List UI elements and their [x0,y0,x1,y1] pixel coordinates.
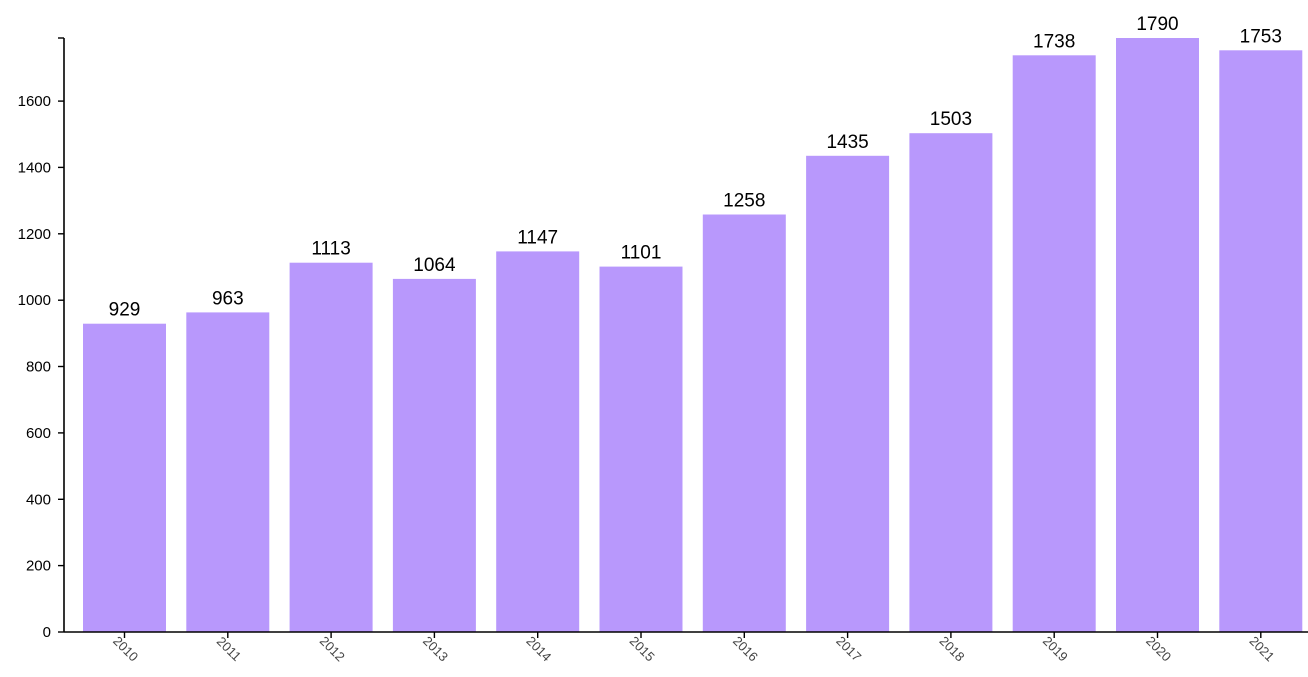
y-tick-label-1600: 1600 [18,93,51,110]
data-label-2016: 1258 [723,191,765,212]
data-label-2018: 1503 [930,109,972,130]
x-tick-label-2013: 2013 [420,633,451,664]
y-tick-label-800: 800 [26,359,51,376]
bar-2011 [186,312,270,632]
data-label-2020: 1790 [1136,14,1178,35]
bar-2017 [806,155,890,633]
bar-2019 [1012,55,1096,633]
data-label-2017: 1435 [826,132,868,153]
y-tick-label-400: 400 [26,491,51,508]
y-tick-label-1200: 1200 [18,226,51,243]
bar-2016 [702,214,786,632]
x-tick-label-2021: 2021 [1246,633,1277,664]
x-tick-label-2018: 2018 [937,633,968,664]
data-label-2021: 1753 [1240,26,1282,47]
data-label-2011: 963 [212,288,244,309]
y-tick-label-200: 200 [26,558,51,575]
bar-2012 [289,262,373,632]
x-tick-label-2019: 2019 [1040,633,1071,664]
x-tick-label-2016: 2016 [730,633,761,664]
x-tick-label-2012: 2012 [317,633,348,664]
x-tick-label-2017: 2017 [833,633,864,664]
bar-2015 [599,266,683,632]
bar-2013 [392,278,476,632]
bar-2021 [1219,50,1303,633]
y-tick-label-0: 0 [43,624,51,641]
data-label-2012: 1113 [311,239,350,260]
bar-2014 [496,251,580,632]
data-label-2014: 1147 [517,227,558,248]
x-tick-label-2010: 2010 [110,633,141,664]
y-tick-label-600: 600 [26,425,51,442]
data-label-2013: 1064 [413,255,456,276]
y-tick-label-1000: 1000 [18,292,51,309]
x-tick-label-2014: 2014 [523,633,554,664]
axes-layer [58,37,1308,638]
bar-2020 [1116,38,1199,632]
data-label-2019: 1738 [1033,31,1075,52]
bars-layer [83,38,1303,633]
x-tick-label-2020: 2020 [1143,633,1174,664]
y-tick-label-1400: 1400 [18,159,51,176]
x-tick-label-2011: 2011 [214,634,244,664]
bar-2010 [83,323,166,632]
data-label-2015: 1101 [621,243,662,264]
bar-2018 [909,133,993,632]
data-label-2010: 929 [109,300,141,321]
x-tick-label-2015: 2015 [627,633,658,664]
